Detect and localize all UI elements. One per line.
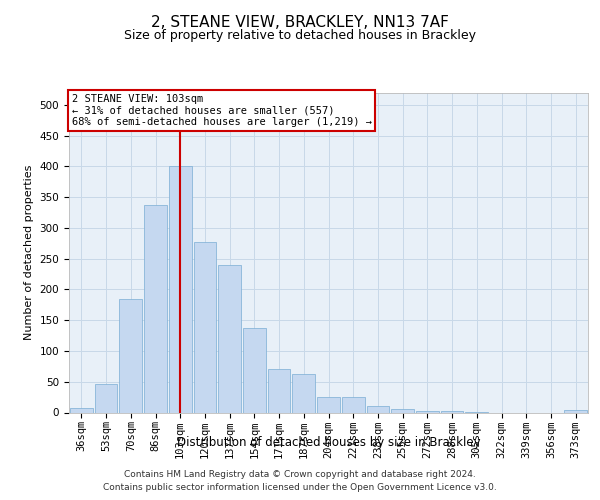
Bar (95, 384, 118, 412)
Bar (169, 166, 191, 412)
Bar (144, 204, 167, 412)
Bar (317, 396, 340, 412)
Bar (342, 397, 365, 412)
Text: 2, STEANE VIEW, BRACKLEY, NN13 7AF: 2, STEANE VIEW, BRACKLEY, NN13 7AF (151, 15, 449, 30)
Text: 2 STEANE VIEW: 103sqm
← 31% of detached houses are smaller (557)
68% of semi-det: 2 STEANE VIEW: 103sqm ← 31% of detached … (71, 94, 371, 128)
Bar (416, 410, 439, 412)
Bar (70, 408, 93, 412)
Text: Distribution of detached houses by size in Brackley: Distribution of detached houses by size … (177, 436, 481, 449)
Bar (292, 374, 315, 412)
Bar (564, 410, 587, 412)
Bar (218, 265, 241, 412)
Bar (367, 406, 389, 412)
Bar (243, 328, 266, 412)
Bar (119, 298, 142, 412)
Y-axis label: Number of detached properties: Number of detached properties (24, 165, 34, 340)
Text: Contains HM Land Registry data © Crown copyright and database right 2024.
Contai: Contains HM Land Registry data © Crown c… (103, 470, 497, 492)
Bar (194, 242, 216, 412)
Text: Size of property relative to detached houses in Brackley: Size of property relative to detached ho… (124, 30, 476, 43)
Bar (268, 370, 290, 412)
Bar (391, 410, 414, 412)
